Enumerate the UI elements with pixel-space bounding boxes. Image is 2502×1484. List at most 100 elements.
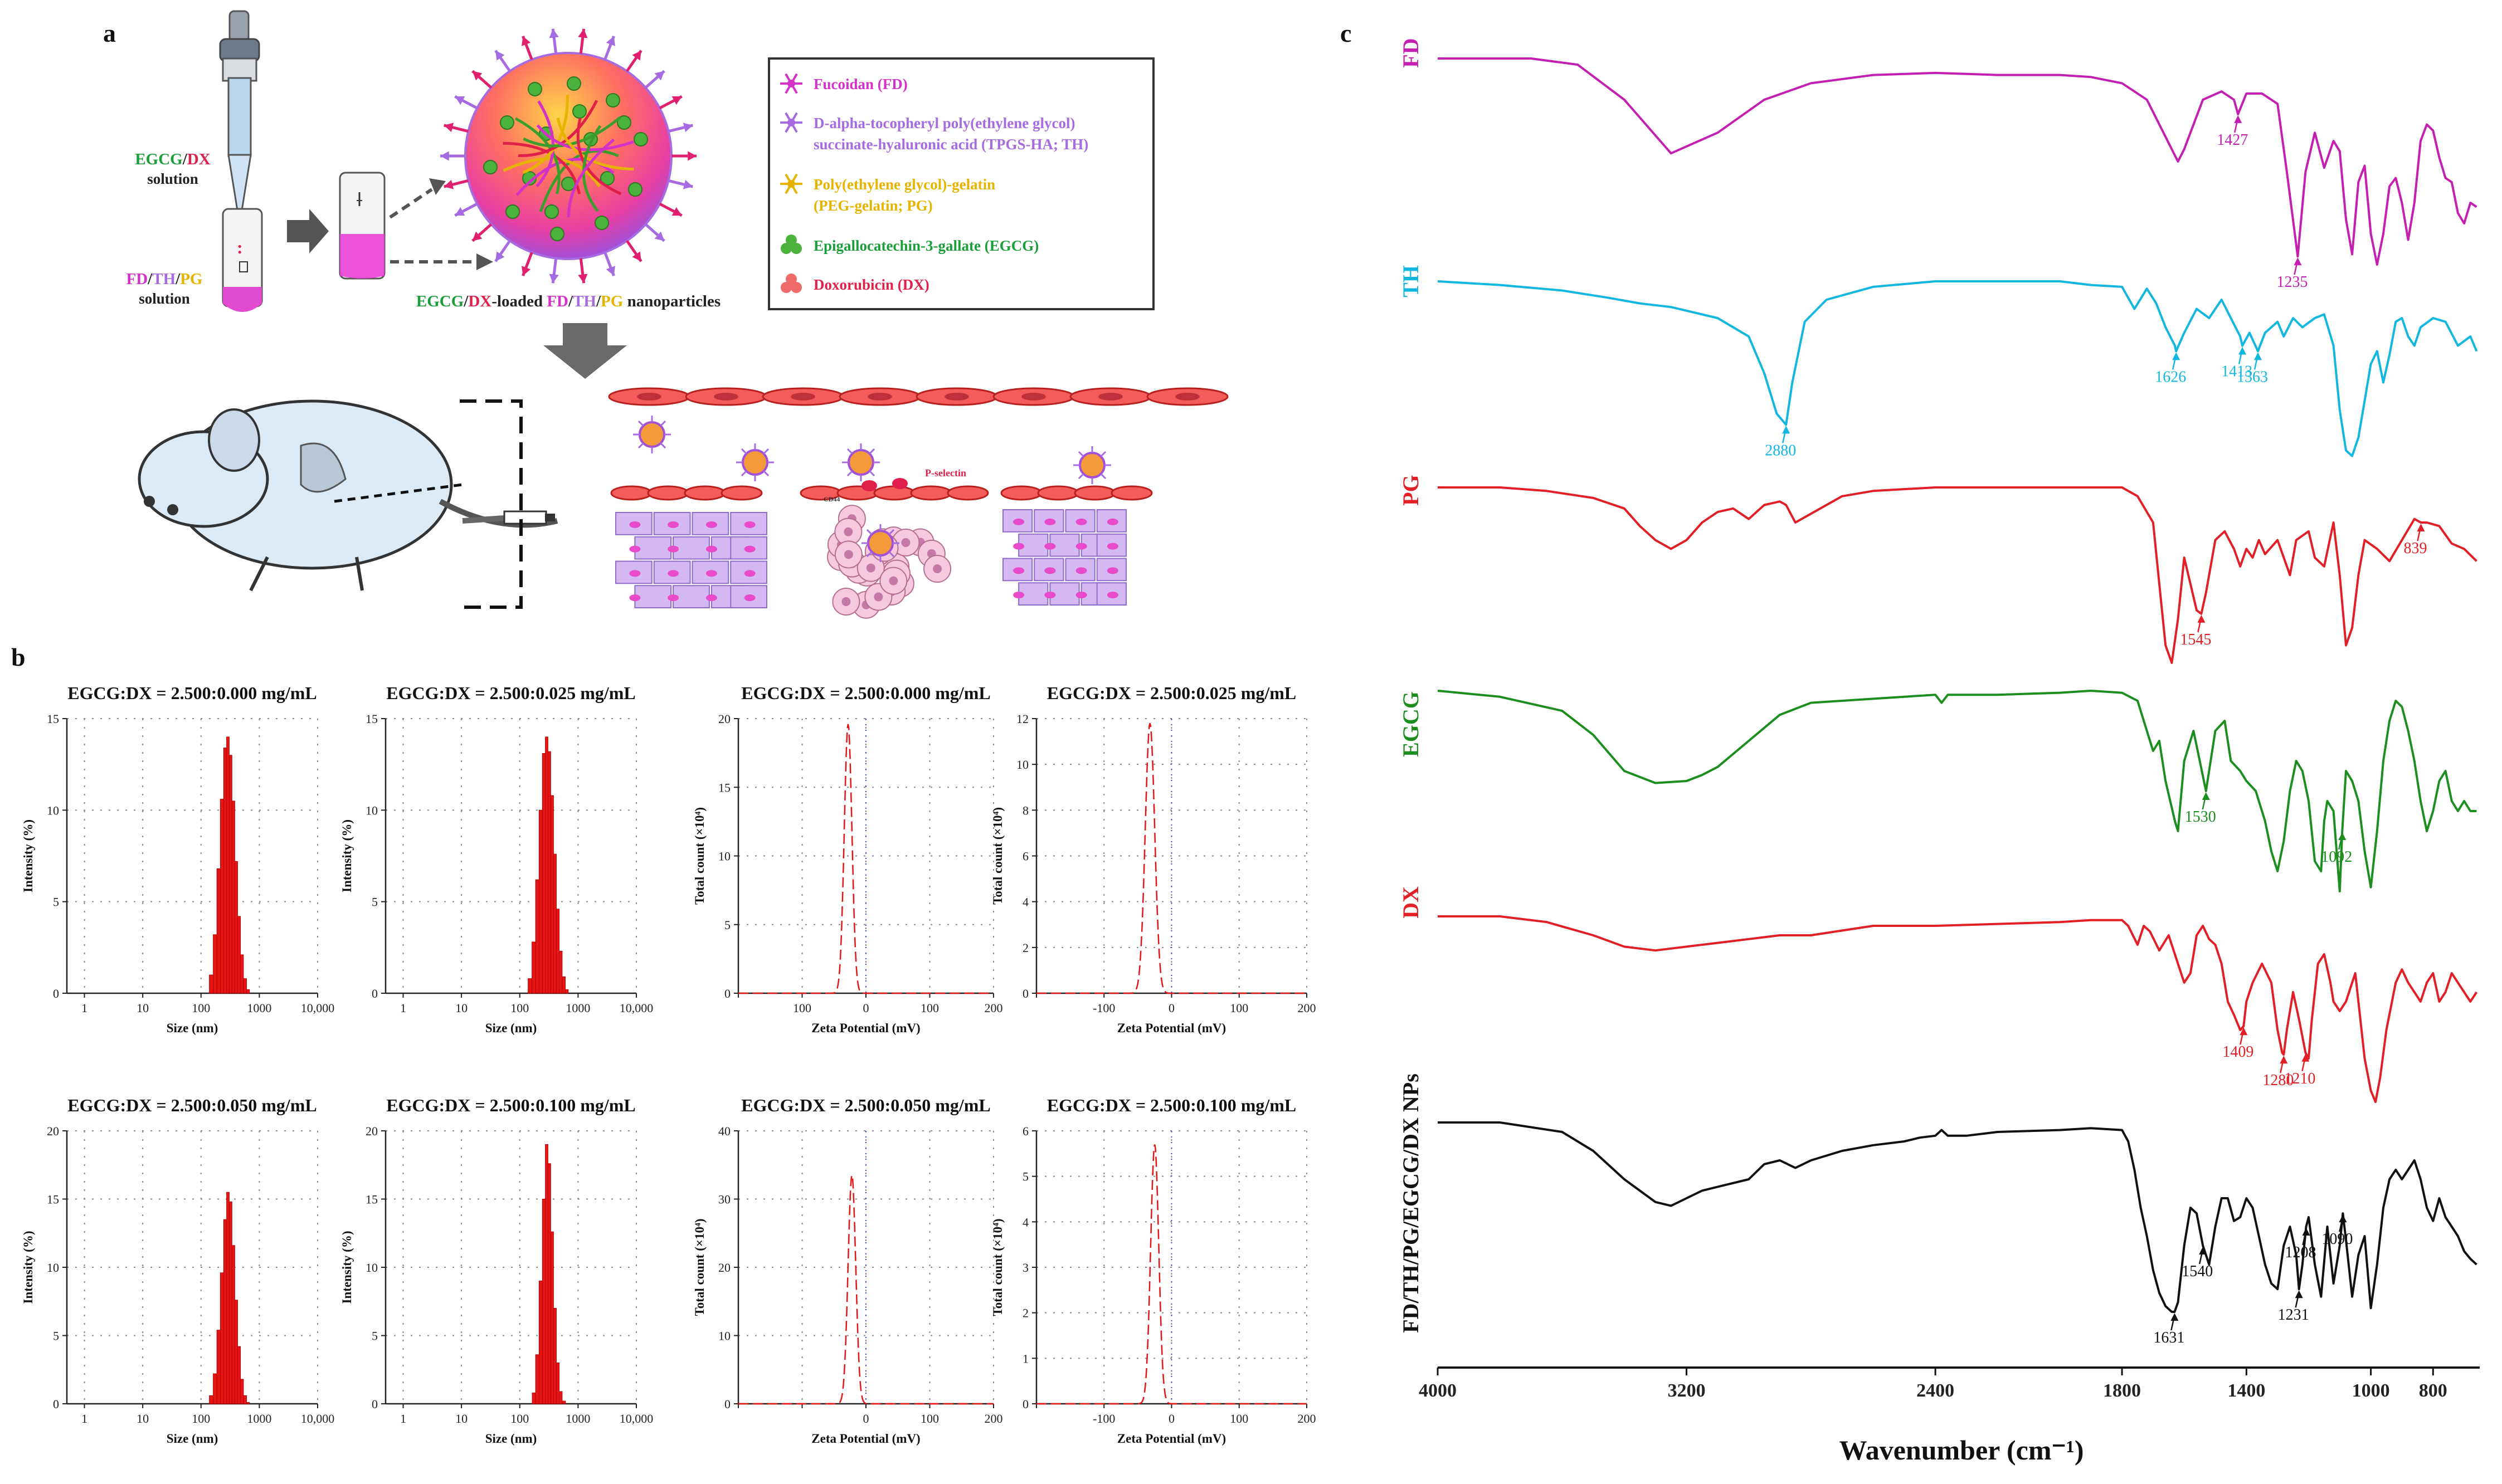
- panel-c-label: c: [1340, 19, 1351, 47]
- solution-bottom-label: FD/TH/PG: [126, 270, 203, 288]
- x-tick-label: 10: [455, 1412, 468, 1426]
- panel-c-ftir-chart: 4000 3200 2400 1800 1400 1000 800 Wavenumber (c…: [1398, 38, 2480, 1466]
- y-tick-label: 5: [53, 1329, 59, 1343]
- x-axis-label: Size (nm): [485, 1432, 537, 1446]
- ligand-tip: [606, 266, 616, 276]
- egcg-bead: [550, 227, 564, 241]
- y-tick-label: 0: [1023, 1397, 1029, 1411]
- peak-annotation: 1545: [2180, 614, 2211, 648]
- chart-zeta-4: EGCG:DX = 2.500:0.100 mg/mL 0 1 2 3 4 5 6 -100 0 1…: [991, 1095, 1316, 1446]
- y-tick-label: 0: [1023, 987, 1029, 1000]
- ligand-tip: [688, 151, 697, 161]
- y-tick-label: 20: [718, 1261, 731, 1275]
- y-tick-label: 2: [1023, 941, 1029, 955]
- legend-box: Fucoidan (FD) D-alpha-tocopheryl poly(eth…: [768, 57, 1155, 310]
- chart-title: EGCG:DX = 2.500:0.025 mg/mL: [1047, 683, 1297, 703]
- peak-annotation: 1626: [2155, 352, 2186, 385]
- x-tick-label: 200: [985, 1001, 1003, 1015]
- egcg-bead: [572, 104, 587, 119]
- histogram-bar: [535, 1354, 539, 1404]
- histogram-bar: [226, 736, 230, 994]
- ligand-tip: [521, 36, 531, 46]
- y-tick-label: 4: [1023, 1215, 1029, 1229]
- peak-label: 1090: [2321, 1231, 2353, 1248]
- peak-annotation: 839: [2403, 524, 2427, 557]
- tube-nanoparticle-icon: [339, 172, 386, 280]
- ligand-tip: [632, 50, 641, 61]
- x-axis-label: Zeta Potential (mV): [1117, 1021, 1226, 1035]
- x-tick-label: 100: [192, 1412, 210, 1426]
- np-caption-part: TH: [573, 292, 596, 310]
- egcg-bead: [628, 182, 642, 197]
- histogram-bar: [213, 1373, 217, 1404]
- histogram-bar: [556, 909, 559, 994]
- solution-bottom-part: PG: [180, 270, 202, 288]
- egcg-icon: [781, 235, 802, 254]
- ftir-series-label: TH: [1398, 265, 1423, 297]
- y-tick-label: 6: [1023, 1124, 1029, 1138]
- peak-label: 1092: [2321, 848, 2352, 866]
- y-tick-label: 0: [372, 1397, 378, 1411]
- x-axis-label: Size (nm): [167, 1432, 218, 1446]
- histogram-bar: [562, 1400, 566, 1404]
- x-tick-label: 1000: [247, 1412, 271, 1426]
- legend-text: Doxorubicin (DX): [814, 276, 929, 293]
- ftir-spectrum-line: [1438, 1121, 2477, 1313]
- egcg-bead: [595, 216, 609, 230]
- peak-label: 1545: [2180, 631, 2211, 648]
- peak-label: 1540: [2182, 1263, 2213, 1280]
- y-tick-label: 12: [1016, 712, 1029, 726]
- y-tick-label: 0: [724, 987, 731, 1000]
- catheter-icon: [462, 510, 555, 525]
- ligand-tip: [578, 274, 588, 284]
- y-axis-label: Intensity (%): [21, 819, 35, 892]
- np-caption-part: PG: [601, 292, 623, 310]
- x-tick-label: 200: [985, 1412, 1003, 1426]
- peak-annotation: 1409: [2222, 1027, 2253, 1061]
- ftir-x-tick-label: 800: [2419, 1380, 2447, 1401]
- x-tick-label: 10: [137, 1412, 149, 1426]
- zeta-curve: [738, 1175, 994, 1405]
- ftir-series-fd: FD/TH/PG/EGCG/DX NPs: [1398, 1073, 2477, 1333]
- x-tick-label: 0: [1169, 1412, 1175, 1426]
- ligand-tip: [444, 179, 454, 189]
- x-tick-label: 10,000: [620, 1412, 654, 1426]
- y-tick-label: 20: [47, 1124, 59, 1138]
- ligand-tip: [671, 207, 682, 216]
- y-axis-label: Total count (×10⁴): [991, 807, 1005, 905]
- np-caption-part: /: [463, 292, 469, 310]
- y-tick-label: 5: [372, 895, 378, 909]
- x-tick-label: 10: [455, 1001, 468, 1015]
- y-axis-label: Total count (×10⁴): [991, 1218, 1005, 1316]
- x-tick-label: 1: [81, 1001, 87, 1015]
- chart-title: EGCG:DX = 2.500:0.000 mg/mL: [741, 683, 991, 703]
- solution-top-word: solution: [147, 170, 198, 187]
- peak-annotation: 1427: [2217, 115, 2248, 149]
- x-tick-label: 10,000: [301, 1412, 335, 1426]
- np-caption: EGCG/DX-loaded FD/TH/PG nanoparticles: [416, 292, 721, 310]
- histogram-bar: [532, 1392, 536, 1404]
- ftir-series-label: DX: [1398, 886, 1423, 919]
- y-tick-label: 1: [1023, 1351, 1029, 1365]
- ligand-tip: [495, 50, 505, 61]
- peak-annotation: 1280: [2262, 1056, 2294, 1089]
- histogram-bar: [532, 941, 536, 994]
- mouse-icon: [138, 399, 558, 592]
- y-tick-label: 15: [47, 712, 59, 726]
- chart-title: EGCG:DX = 2.500:0.025 mg/mL: [386, 683, 636, 703]
- ligand-tip: [671, 96, 682, 105]
- np-caption-part: -loaded: [491, 292, 547, 310]
- peak-annotation: 2880: [1765, 426, 1796, 459]
- np-caption-part: /: [568, 292, 573, 310]
- histogram-bar: [234, 861, 238, 994]
- x-tick-label: 100: [921, 1412, 939, 1426]
- x-axis-label: Zeta Potential (mV): [811, 1021, 920, 1035]
- egcg-bead: [600, 171, 615, 186]
- zeta-curve: [1036, 1144, 1307, 1405]
- np-caption-part: DX: [468, 292, 491, 310]
- egcg-bead: [544, 204, 559, 219]
- chart-size-2: EGCG:DX = 2.500:0.025 mg/mL 0 5 10 15 1 10 100 1…: [340, 683, 653, 1035]
- ligand-tip: [654, 71, 665, 81]
